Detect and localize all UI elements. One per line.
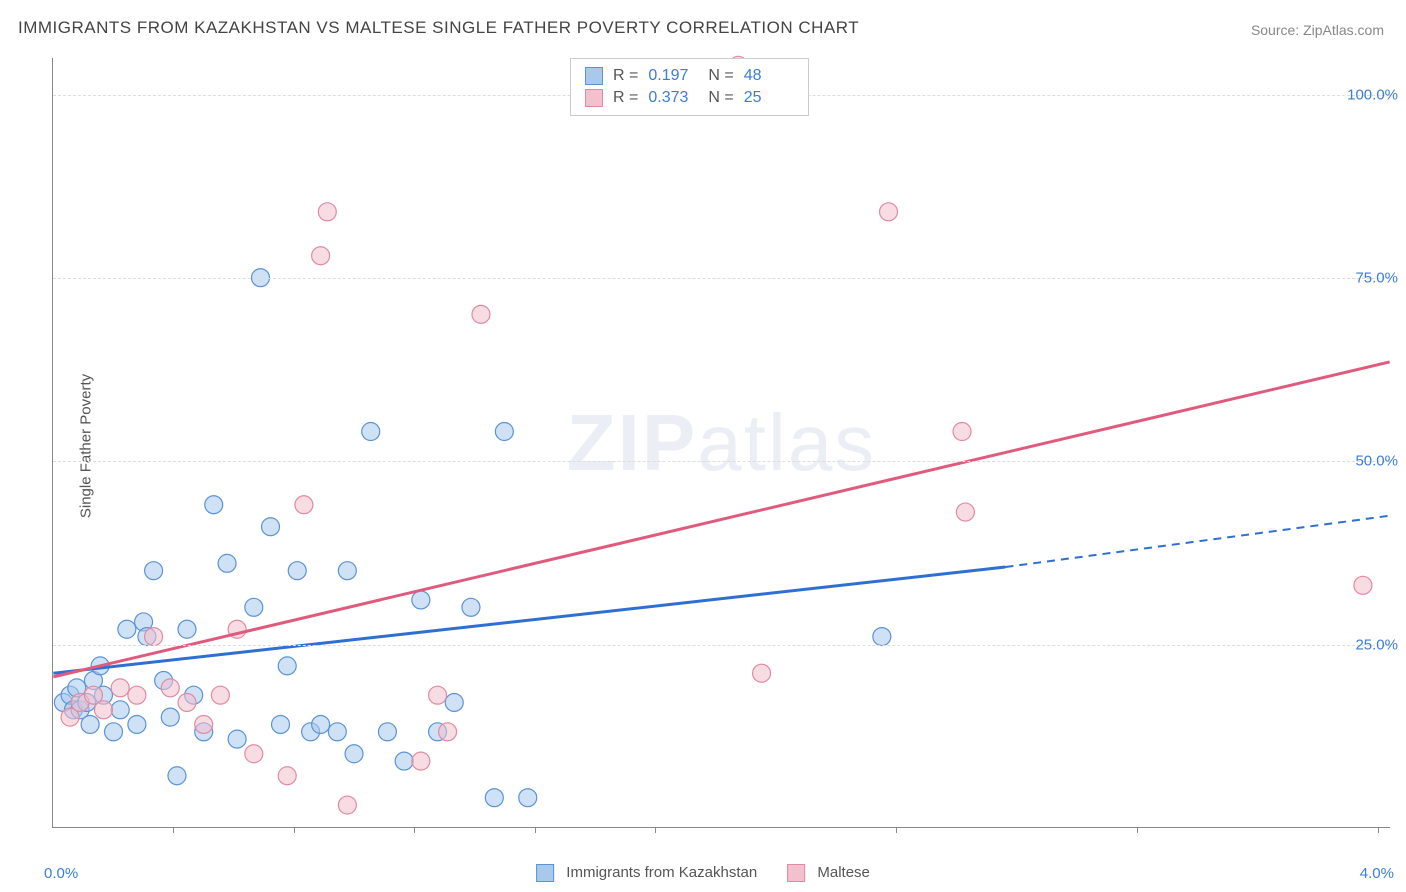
plot-area: ZIPatlas [52, 58, 1390, 828]
swatch-maltese [585, 89, 603, 107]
data-point [278, 767, 296, 785]
data-point [128, 715, 146, 733]
data-point [178, 694, 196, 712]
trend-line [53, 567, 1005, 673]
swatch-maltese-icon [787, 864, 805, 882]
x-min-label: 0.0% [44, 865, 78, 882]
y-tick-label: 100.0% [1347, 86, 1398, 103]
x-tick [173, 827, 174, 833]
x-tick [535, 827, 536, 833]
x-tick [896, 827, 897, 833]
swatch-kazakhstan [585, 67, 603, 85]
legend-item-kazakhstan: Immigrants from Kazakhstan [536, 864, 757, 882]
y-tick-label: 75.0% [1355, 270, 1398, 287]
data-point [145, 628, 163, 646]
data-point [128, 686, 146, 704]
data-point [395, 752, 413, 770]
stats-row-kazakhstan: R = 0.197 N = 48 [585, 65, 794, 87]
source-label: Source: ZipAtlas.com [1251, 22, 1384, 38]
data-point [178, 620, 196, 638]
data-point [205, 496, 223, 514]
x-max-label: 4.0% [1360, 865, 1394, 882]
data-point [412, 591, 430, 609]
data-point [956, 503, 974, 521]
data-point [485, 789, 503, 807]
x-tick [655, 827, 656, 833]
y-tick-label: 50.0% [1355, 453, 1398, 470]
data-point [472, 305, 490, 323]
data-point [445, 694, 463, 712]
data-point [312, 247, 330, 265]
data-point [462, 598, 480, 616]
data-point [111, 701, 129, 719]
gridline [53, 461, 1390, 462]
data-point [288, 562, 306, 580]
x-tick [1137, 827, 1138, 833]
data-point [81, 715, 99, 733]
data-point [328, 723, 346, 741]
legend-item-maltese: Maltese [787, 864, 870, 882]
data-point [429, 686, 447, 704]
data-point [295, 496, 313, 514]
data-point [105, 723, 123, 741]
data-point [245, 745, 263, 763]
data-point [362, 423, 380, 441]
data-point [145, 562, 163, 580]
swatch-kazakhstan-icon [536, 864, 554, 882]
data-point [118, 620, 136, 638]
x-tick [1378, 827, 1379, 833]
data-point [161, 708, 179, 726]
data-point [211, 686, 229, 704]
data-point [412, 752, 430, 770]
data-point [111, 679, 129, 697]
data-point [753, 664, 771, 682]
data-point [338, 796, 356, 814]
y-tick-label: 25.0% [1355, 636, 1398, 653]
data-point [228, 730, 246, 748]
data-point [345, 745, 363, 763]
data-point [218, 554, 236, 572]
stats-box: R = 0.197 N = 48 R = 0.373 N = 25 [570, 58, 809, 116]
stats-row-maltese: R = 0.373 N = 25 [585, 87, 794, 109]
trend-line-extrapolated [1005, 516, 1389, 567]
data-point [495, 423, 513, 441]
data-point [278, 657, 296, 675]
data-point [338, 562, 356, 580]
data-point [272, 715, 290, 733]
chart-container: IMMIGRANTS FROM KAZAKHSTAN VS MALTESE SI… [0, 0, 1406, 892]
gridline [53, 645, 1390, 646]
data-point [318, 203, 336, 221]
plot-svg [53, 58, 1390, 827]
data-point [262, 518, 280, 536]
data-point [195, 715, 213, 733]
data-point [94, 701, 112, 719]
data-point [880, 203, 898, 221]
bottom-legend: Immigrants from Kazakhstan Maltese [536, 864, 870, 882]
data-point [953, 423, 971, 441]
data-point [168, 767, 186, 785]
data-point [245, 598, 263, 616]
trend-line [53, 362, 1389, 677]
data-point [312, 715, 330, 733]
x-tick [294, 827, 295, 833]
x-tick [414, 827, 415, 833]
gridline [53, 278, 1390, 279]
data-point [1354, 576, 1372, 594]
chart-title: IMMIGRANTS FROM KAZAKHSTAN VS MALTESE SI… [18, 18, 859, 38]
data-point [519, 789, 537, 807]
data-point [378, 723, 396, 741]
data-point [161, 679, 179, 697]
data-point [873, 628, 891, 646]
data-point [439, 723, 457, 741]
